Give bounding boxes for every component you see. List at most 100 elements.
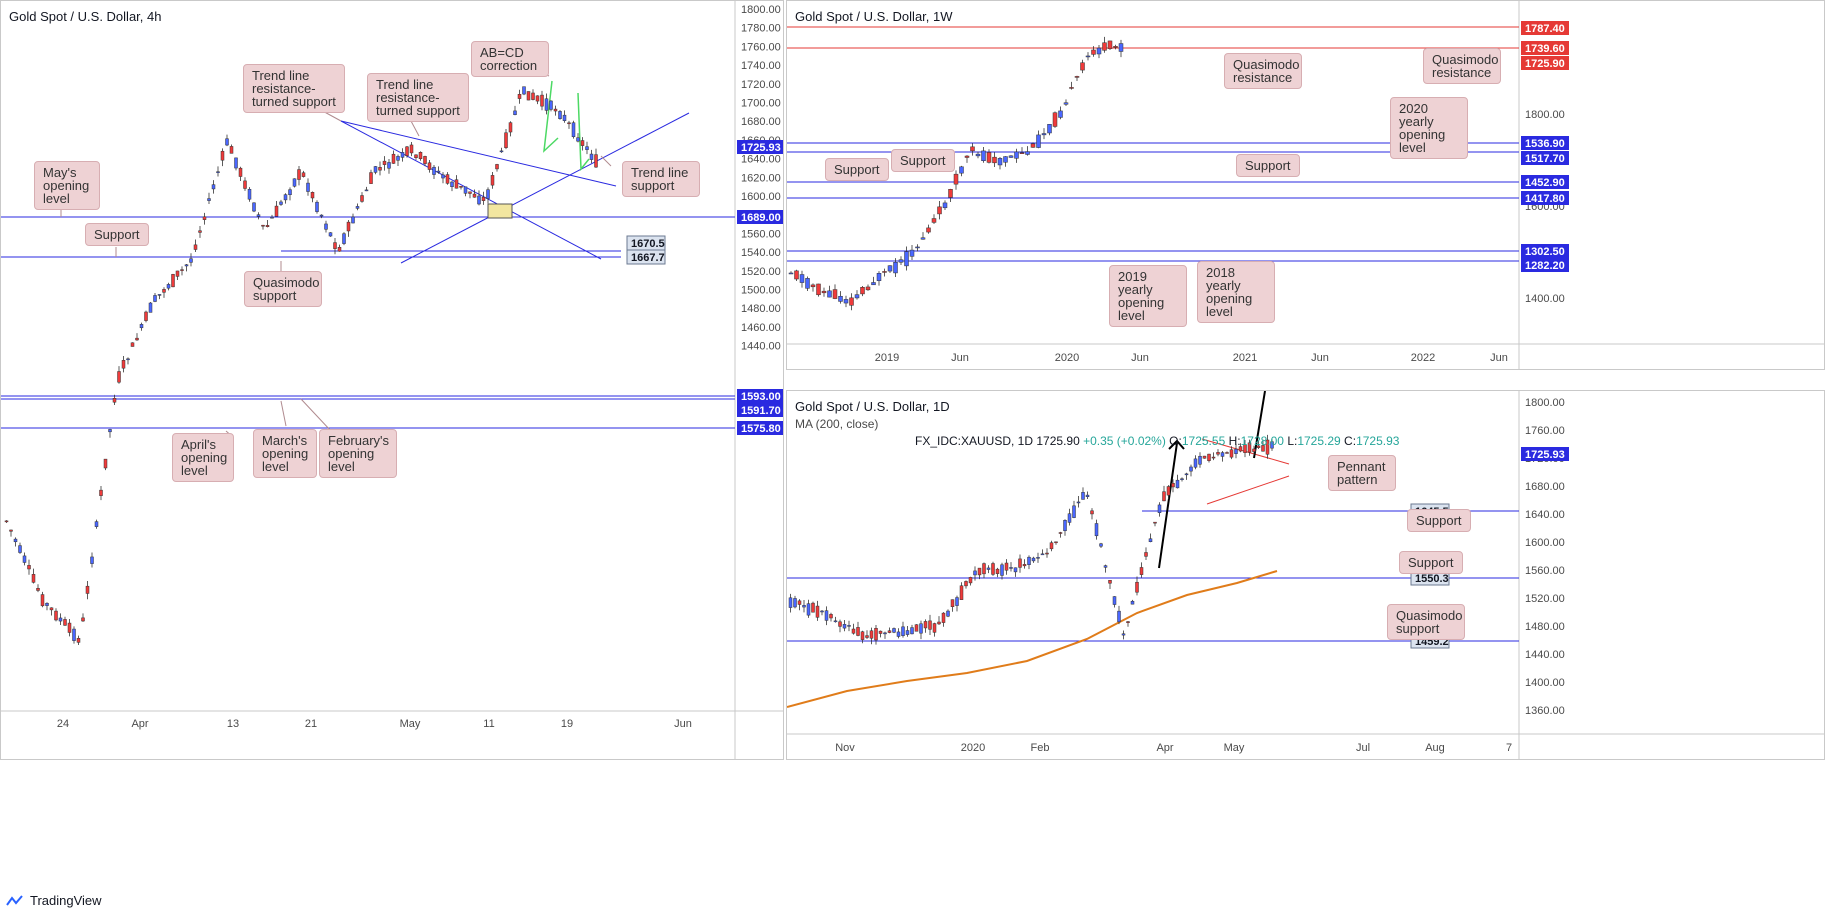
- candle-body: [40, 594, 45, 607]
- candle-body: [396, 156, 400, 161]
- price-label: 1517.70: [1525, 153, 1565, 165]
- candle-body: [445, 174, 450, 184]
- candle-body: [797, 600, 802, 605]
- chart-4h-canvas[interactable]: 1800.00 1780.00 1760.00 1740.00 1720.00 1700.…: [1, 1, 784, 760]
- candle-body: [1069, 87, 1074, 89]
- candle-body: [1117, 610, 1121, 623]
- candle-body: [391, 153, 396, 164]
- close-value: 1725.93: [1356, 434, 1400, 448]
- candle-body: [324, 223, 328, 230]
- candle-body: [337, 246, 342, 252]
- candle-body: [793, 598, 797, 608]
- callout-may-open: May's opening level: [34, 161, 100, 210]
- price-label-bg: [1521, 41, 1569, 55]
- candle-body: [148, 302, 153, 313]
- candle-body: [144, 311, 148, 321]
- candle-body: [926, 227, 931, 233]
- candle-body: [1013, 567, 1018, 573]
- candle-body: [811, 602, 815, 613]
- candle-body: [893, 261, 898, 274]
- callout-support-w3: Support: [1236, 154, 1300, 177]
- candle-body: [103, 458, 108, 469]
- candle-body: [915, 246, 920, 249]
- price-label: 1302.50: [1525, 246, 1565, 258]
- candle-body: [229, 146, 234, 154]
- x-tick-label: Jun: [1311, 352, 1329, 364]
- candle-body: [788, 597, 793, 608]
- candle-body: [869, 630, 874, 639]
- low-value: 1725.29: [1297, 434, 1341, 448]
- candle-body: [585, 146, 589, 150]
- candle-body: [342, 233, 346, 244]
- candle-body: [90, 556, 94, 564]
- tradingview-footer[interactable]: TradingView: [6, 893, 102, 908]
- candle-body: [45, 602, 49, 606]
- candle-body: [1047, 124, 1052, 134]
- x-tick-label: 19: [561, 718, 573, 730]
- candle-body: [351, 216, 355, 224]
- candle-body: [1019, 152, 1025, 154]
- candle-body: [166, 284, 171, 289]
- candle-body: [982, 563, 986, 575]
- callout-2020-open: 2020 yearly opening level: [1390, 97, 1468, 159]
- candle-body: [904, 251, 909, 267]
- candle-body: [279, 201, 283, 205]
- candle-body: [1220, 452, 1225, 457]
- candle-body: [910, 627, 914, 635]
- candle-body: [833, 620, 838, 623]
- candle-body: [171, 274, 175, 288]
- candle-body: [941, 612, 946, 623]
- candle-body: [67, 622, 72, 633]
- candle-body: [436, 170, 441, 173]
- candle-body: [1207, 453, 1211, 461]
- brand-label: TradingView: [30, 893, 102, 908]
- candle-body: [486, 189, 490, 199]
- candle-body: [1094, 523, 1099, 537]
- y-tick-label: 1760.00: [1525, 425, 1565, 437]
- candle-body: [1162, 491, 1166, 502]
- candle-body: [799, 274, 805, 283]
- x-tick-label: Feb: [1031, 742, 1050, 754]
- candle-body: [306, 182, 310, 192]
- candle-body: [1261, 445, 1265, 452]
- y-tick-label: 1640.00: [1525, 509, 1565, 521]
- candle-body: [549, 100, 553, 110]
- candle-body: [1216, 452, 1220, 455]
- candle-body: [481, 196, 486, 201]
- candles-daily: [788, 434, 1274, 645]
- candle-body: [414, 154, 418, 158]
- price-label-bg: [1521, 175, 1569, 189]
- candle-body: [1144, 552, 1148, 557]
- candle-body: [1072, 505, 1076, 518]
- candle-body: [1085, 494, 1090, 498]
- candle-body: [1031, 557, 1036, 562]
- candle-body: [558, 111, 562, 119]
- price-label-bg: [1521, 21, 1569, 35]
- candle-body: [992, 156, 997, 164]
- candle-body: [1049, 542, 1054, 550]
- candle-body: [567, 122, 571, 125]
- chart-panel-4h[interactable]: 1800.00 1780.00 1760.00 1740.00 1720.00 1700.…: [0, 0, 784, 760]
- candle-body: [157, 294, 162, 296]
- chart-panel-daily[interactable]: 1800.001760.001720.001680.001640.001600.…: [786, 390, 1825, 760]
- candle-body: [1126, 621, 1130, 623]
- callout-february-open: February's opening level: [319, 429, 397, 478]
- price-label-bg: [1521, 244, 1569, 258]
- y-tick-label: 1800.00: [741, 4, 781, 16]
- candle-body: [970, 146, 975, 152]
- candle-body: [319, 214, 324, 217]
- candle-body: [589, 153, 594, 160]
- candle-body: [802, 605, 806, 608]
- candle-body: [360, 195, 364, 202]
- candle-body: [1091, 49, 1096, 55]
- candle-body: [928, 620, 932, 630]
- candle-body: [301, 172, 306, 177]
- chart-title-weekly: Gold Spot / U.S. Dollar, 1W: [795, 9, 953, 24]
- y-tick-label: 1680.00: [741, 116, 781, 128]
- y-tick-label: 1500.00: [741, 285, 781, 297]
- candle-body: [1080, 62, 1085, 71]
- candle-body: [369, 172, 373, 184]
- candle-body: [874, 628, 878, 641]
